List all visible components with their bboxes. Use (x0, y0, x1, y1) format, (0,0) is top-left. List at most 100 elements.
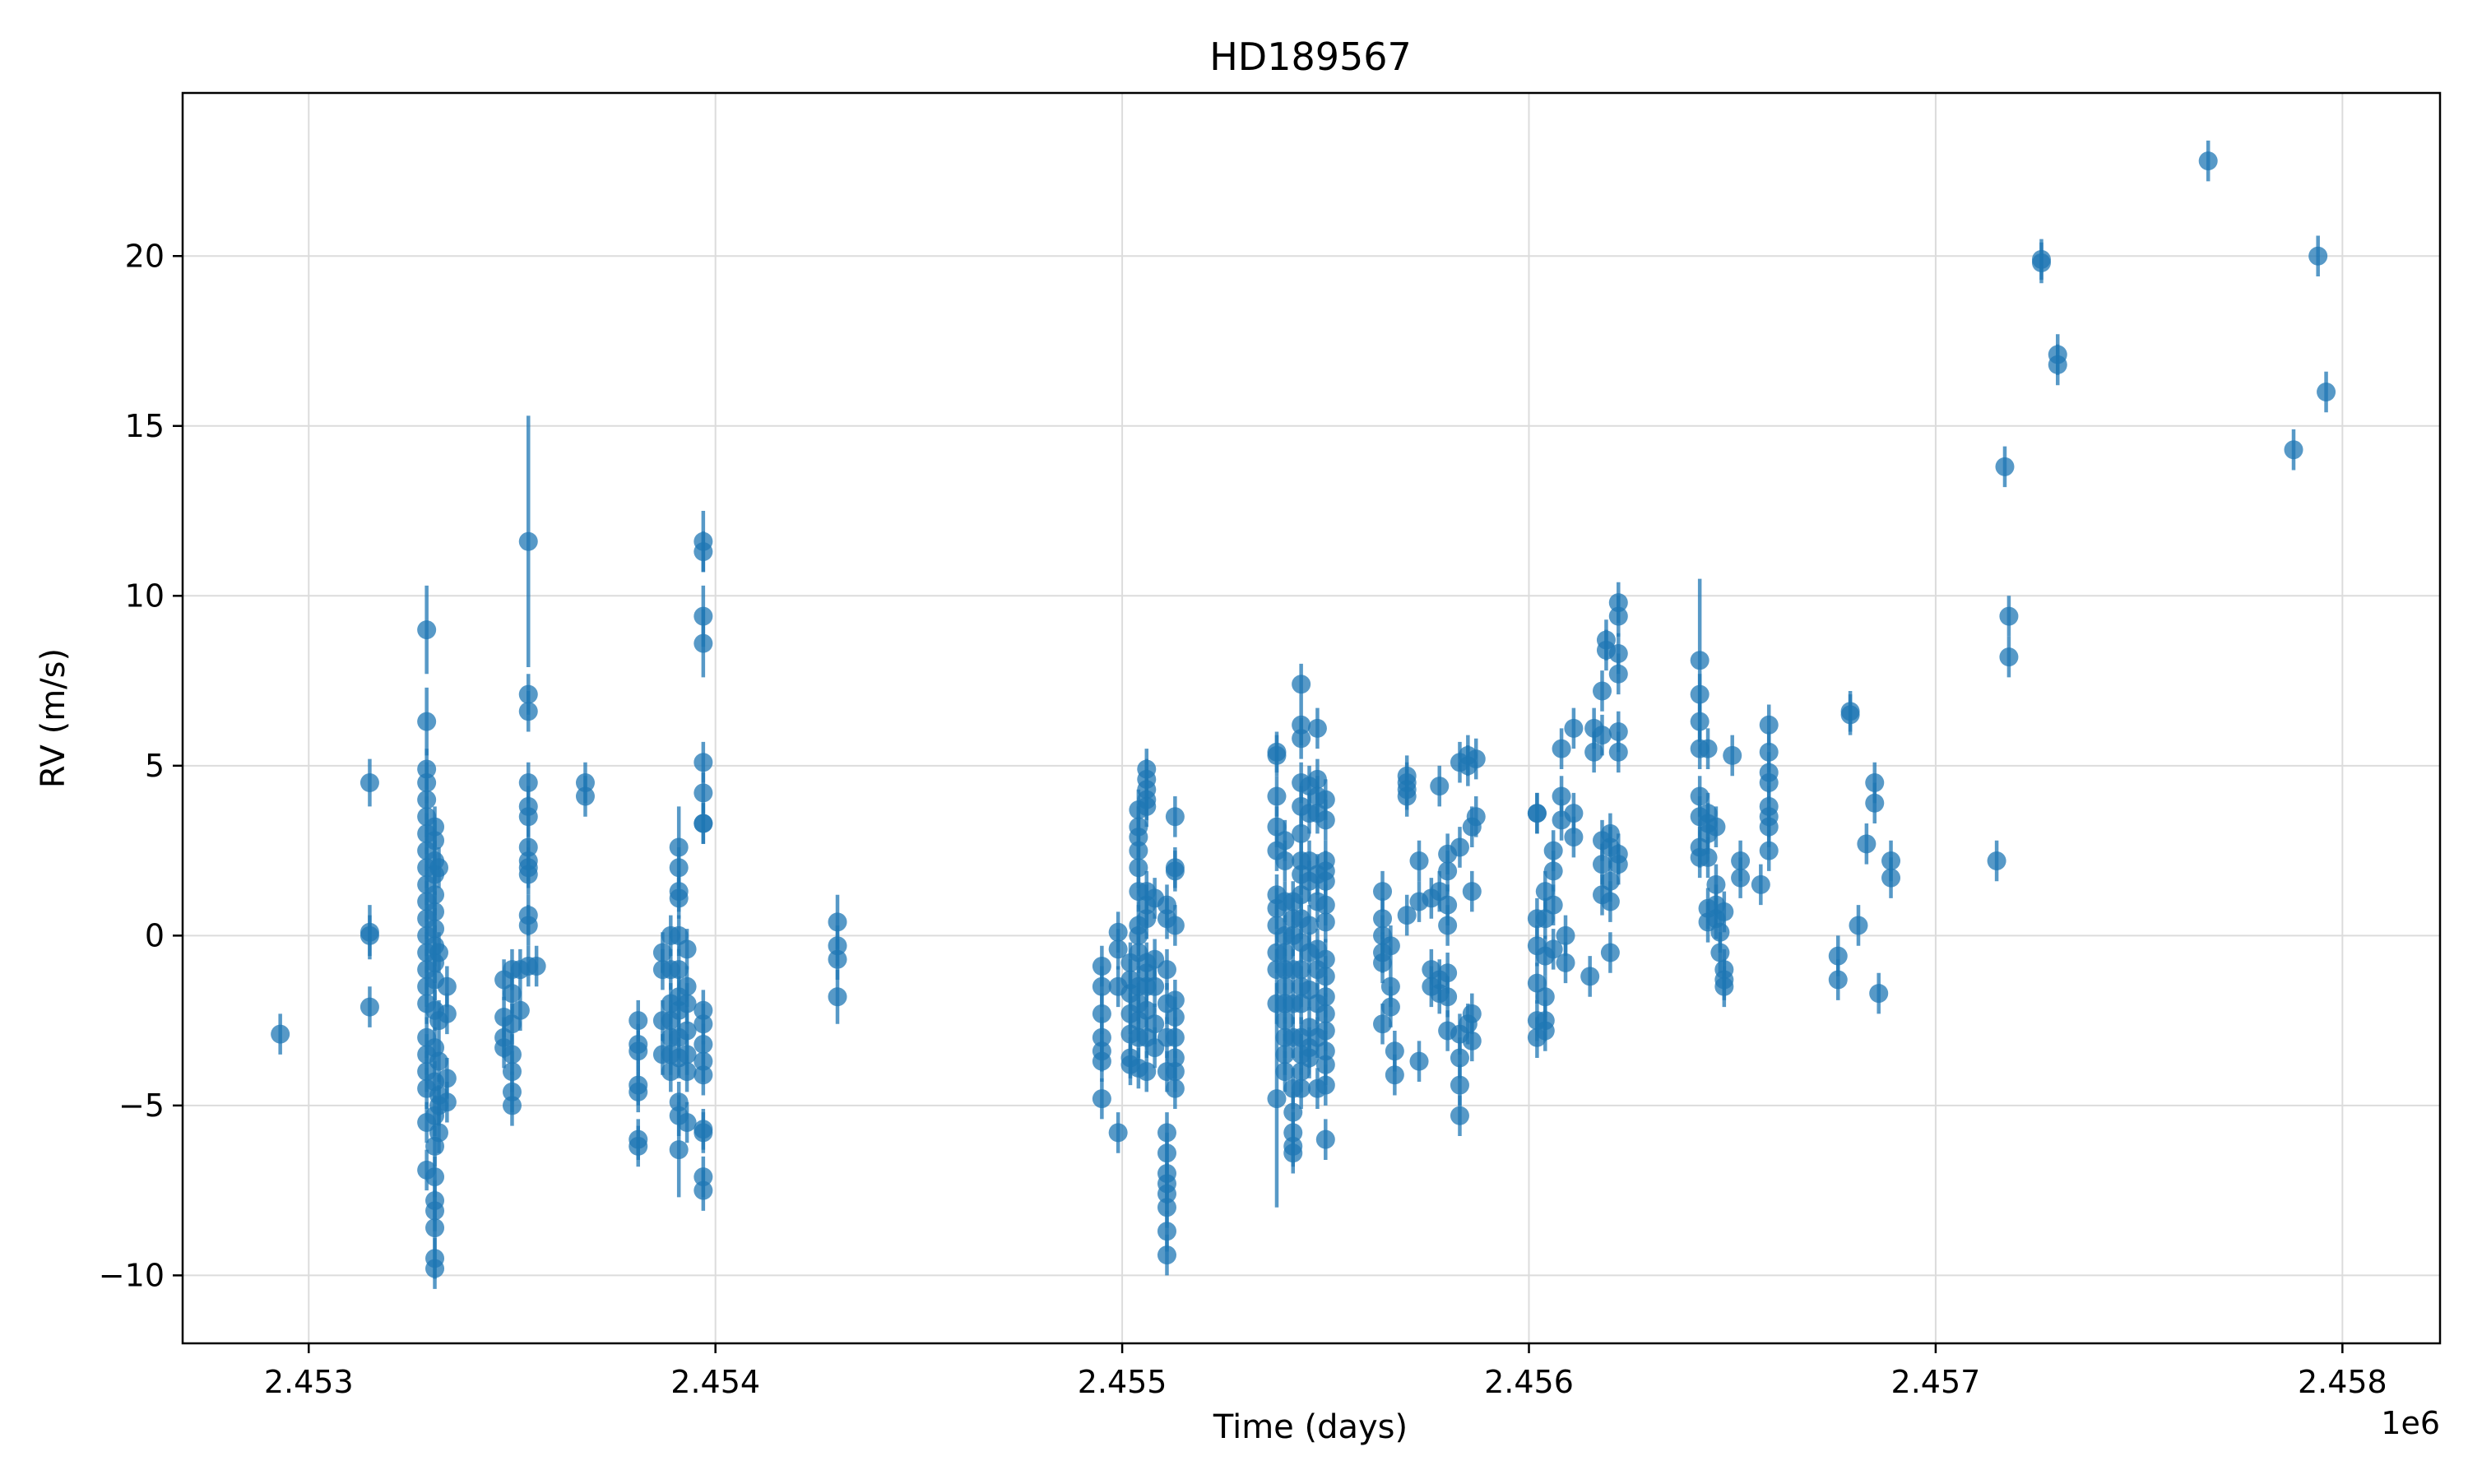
data-marker (661, 1062, 680, 1082)
data-point (677, 1101, 697, 1143)
data-point (1315, 902, 1335, 943)
data-marker (1564, 804, 1584, 823)
data-point (1397, 894, 1417, 936)
data-point (1999, 636, 2019, 678)
data-marker (1710, 943, 1730, 962)
data-point (1267, 990, 1287, 1208)
data-marker (1292, 675, 1311, 694)
data-marker (2284, 440, 2303, 460)
data-point (2308, 235, 2328, 277)
data-marker (828, 949, 847, 969)
data-marker (2308, 246, 2328, 266)
data-marker (828, 912, 847, 932)
y-tick-label: 0 (145, 917, 165, 953)
data-marker (1145, 1014, 1165, 1034)
data-marker (527, 957, 546, 976)
data-marker (1564, 828, 1584, 847)
data-marker (2048, 355, 2067, 374)
data-marker (1593, 681, 1612, 701)
data-marker (1380, 997, 1400, 1017)
data-marker (1828, 946, 1848, 966)
data-point (2284, 429, 2303, 471)
data-marker (629, 1041, 648, 1061)
data-point (1580, 956, 1600, 997)
data-point (1137, 786, 1157, 828)
data-point (1380, 925, 1400, 967)
data-marker (1385, 1041, 1404, 1061)
data-marker (694, 1180, 713, 1200)
data-marker (1543, 895, 1563, 915)
data-point (694, 609, 713, 678)
data-point (1723, 735, 1742, 777)
data-marker (1275, 851, 1295, 870)
data-marker (1430, 777, 1450, 796)
data-marker (1137, 909, 1157, 929)
data-point (1706, 806, 1726, 847)
data-point (1865, 782, 1885, 824)
data-marker (1267, 786, 1287, 806)
data-marker (1137, 1062, 1157, 1082)
data-point (1137, 897, 1157, 939)
data-marker (1828, 970, 1848, 990)
data-point (1600, 881, 1620, 922)
data-marker (1584, 742, 1604, 762)
data-marker (1759, 715, 1779, 735)
data-point (1466, 738, 1486, 780)
data-marker (1600, 892, 1620, 911)
data-point (518, 854, 538, 895)
data-marker (669, 858, 689, 878)
data-point (1315, 1064, 1335, 1106)
data-marker (1292, 994, 1311, 1013)
data-marker (1450, 1075, 1469, 1095)
data-point (1608, 596, 1628, 637)
data-marker (1999, 606, 2019, 626)
data-point (1108, 929, 1128, 970)
data-marker (575, 786, 595, 806)
data-marker (437, 976, 457, 996)
data-marker (1593, 855, 1612, 874)
grid-lines (183, 93, 2440, 1343)
data-point (2048, 344, 2067, 386)
data-point (1608, 843, 1628, 885)
data-marker (360, 772, 379, 792)
data-point (1438, 905, 1458, 946)
data-marker (1466, 807, 1486, 827)
data-marker (1608, 606, 1628, 626)
data-marker (1999, 647, 2019, 667)
data-marker (518, 772, 538, 792)
data-point (360, 915, 379, 957)
data-marker (437, 1092, 457, 1112)
x-tick-label: 2.456 (1484, 1364, 1574, 1400)
data-marker (1430, 882, 1450, 902)
data-marker (429, 858, 448, 878)
data-point (1430, 765, 1450, 807)
data-marker (1300, 1048, 1320, 1068)
data-point (677, 1050, 697, 1092)
data-point (1698, 728, 1718, 769)
data-marker (1535, 882, 1555, 902)
data-marker (1267, 817, 1287, 837)
data-marker (1698, 847, 1718, 867)
data-point (677, 929, 697, 970)
data-marker (1137, 1000, 1157, 1020)
data-point (1608, 653, 1628, 695)
data-marker (502, 1014, 522, 1034)
x-tick-label: 2.453 (264, 1364, 354, 1400)
data-marker (1552, 786, 1571, 806)
data-point (1315, 1119, 1335, 1160)
data-point (1275, 840, 1295, 882)
data-marker (1165, 861, 1185, 881)
data-point (1397, 776, 1417, 817)
data-marker (425, 1167, 445, 1187)
x-axis-offset-label: 1e6 (2381, 1405, 2440, 1441)
data-marker (1759, 817, 1779, 837)
data-point (1564, 707, 1584, 749)
data-marker (694, 753, 713, 772)
data-marker (2198, 151, 2218, 171)
data-point (694, 1054, 713, 1096)
data-marker (1690, 651, 1710, 670)
data-marker (677, 1113, 697, 1133)
data-marker (1840, 705, 1860, 725)
data-point (1108, 1112, 1128, 1153)
